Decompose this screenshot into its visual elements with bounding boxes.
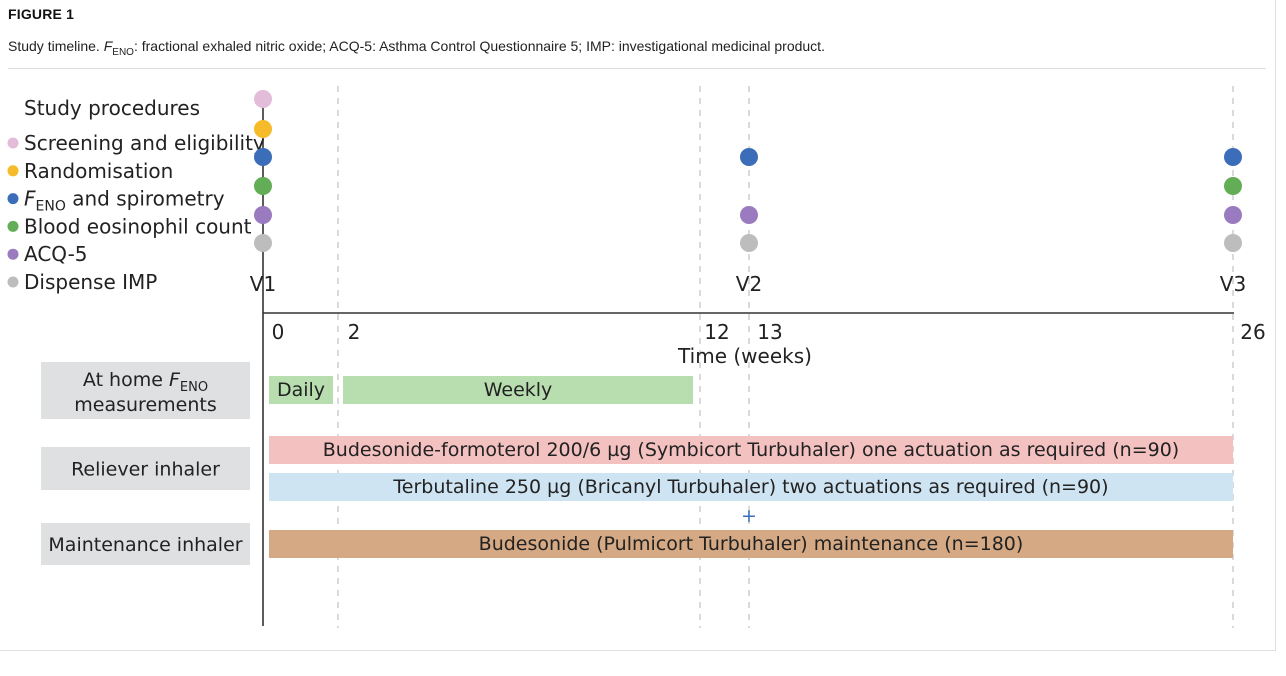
legend-dot-dispense xyxy=(7,276,19,288)
bar-label-budesonide-formoterol: Budesonide-formoterol 200/6 µg (Symbicor… xyxy=(323,439,1179,461)
bar-label-weekly: Weekly xyxy=(484,379,553,401)
legend-label-acq5: ACQ-5 xyxy=(24,242,88,266)
legend-dot-acq5 xyxy=(7,248,19,260)
legend-label-randomisation: Randomisation xyxy=(24,159,173,183)
bar-daily xyxy=(269,376,333,404)
caption-lead: Study timeline. xyxy=(8,38,104,54)
tick-label-week-26: 26 xyxy=(1240,320,1265,344)
legend-label-feno-italic: F xyxy=(24,187,36,211)
tick-label-week-0: 0 xyxy=(272,320,285,344)
visit-v1-dot-randomisation xyxy=(254,120,272,138)
visit-v1-dot-screening xyxy=(254,90,272,108)
bar-label-daily: Daily xyxy=(277,379,325,401)
legend-dot-feno xyxy=(7,193,19,205)
row-label-feno-sub: ENO xyxy=(180,380,208,395)
caption-rest: : fractional exhaled nitric oxide; ACQ-5… xyxy=(133,38,825,54)
visit-v1-dot-feno xyxy=(254,148,272,166)
bar-label-budesonide: Budesonide (Pulmicort Turbuhaler) mainte… xyxy=(479,533,1024,555)
visit-v1-dot-eosinophil xyxy=(254,177,272,195)
row-label-feno-italic: F xyxy=(169,369,181,391)
visit-v1-dot-dispense xyxy=(254,234,272,252)
legend-dot-screening xyxy=(7,137,19,149)
caption-feno-italic: F xyxy=(103,38,113,54)
visit-label-v1: V1 xyxy=(250,272,276,296)
figure-label: FIGURE 1 xyxy=(8,6,75,22)
figure-frame-bottom xyxy=(0,650,1276,651)
legend-label-dispense: Dispense IMP xyxy=(24,270,157,294)
legend-label-feno: FENO and spirometry xyxy=(24,187,225,215)
plus-sign: + xyxy=(741,505,757,527)
visit-v3-dot-acq5 xyxy=(1224,206,1242,224)
tick-label-week-12: 12 xyxy=(704,320,729,344)
axis-label: Time (weeks) xyxy=(677,344,812,368)
row-label-box-maintenance xyxy=(41,523,250,565)
visit-v1-dot-acq5 xyxy=(254,206,272,224)
tick-label-week-13: 13 xyxy=(757,320,782,344)
bar-budesonide-formoterol xyxy=(269,436,1233,464)
visit-v3-dot-eosinophil xyxy=(1224,177,1242,195)
bar-weekly xyxy=(343,376,693,404)
row-label-home-feno-line1: At home FENO xyxy=(83,369,208,395)
figure-caption: Study timeline. FENO: fractional exhaled… xyxy=(8,38,825,58)
legend-title: Study procedures xyxy=(24,96,200,120)
legend-label-screening: Screening and eligibility xyxy=(24,131,265,155)
figure-frame-right xyxy=(1275,0,1276,650)
visit-v2-dot-acq5 xyxy=(740,206,758,224)
row-label-box-home-feno xyxy=(41,362,250,419)
caption-divider xyxy=(8,68,1266,69)
visit-v2-dot-feno xyxy=(740,148,758,166)
bar-label-terbutaline: Terbutaline 250 µg (Bricanyl Turbuhaler)… xyxy=(392,476,1108,498)
legend-dot-eosinophil xyxy=(7,220,19,232)
legend-label-feno-rest: and spirometry xyxy=(66,187,225,211)
legend-dot-randomisation xyxy=(7,165,19,177)
row-label-reliever: Reliever inhaler xyxy=(71,459,220,481)
bar-budesonide xyxy=(269,530,1233,558)
bar-terbutaline xyxy=(269,473,1233,501)
row-label-lead: At home xyxy=(83,369,169,391)
row-label-box-reliever xyxy=(41,447,250,490)
visit-label-v3: V3 xyxy=(1220,272,1246,296)
visit-v3-dot-dispense xyxy=(1224,234,1242,252)
row-label-home-feno-line2: measurements xyxy=(74,394,216,416)
row-label-maintenance: Maintenance inhaler xyxy=(48,534,242,556)
visit-v2-dot-dispense xyxy=(740,234,758,252)
visit-v3-dot-feno xyxy=(1224,148,1242,166)
legend-label-feno-sub: ENO xyxy=(36,199,66,215)
caption-feno-sub: ENO xyxy=(112,46,134,58)
tick-label-week-2: 2 xyxy=(348,320,361,344)
visit-label-v2: V2 xyxy=(736,272,762,296)
legend-label-eosinophil: Blood eosinophil count xyxy=(24,214,252,238)
